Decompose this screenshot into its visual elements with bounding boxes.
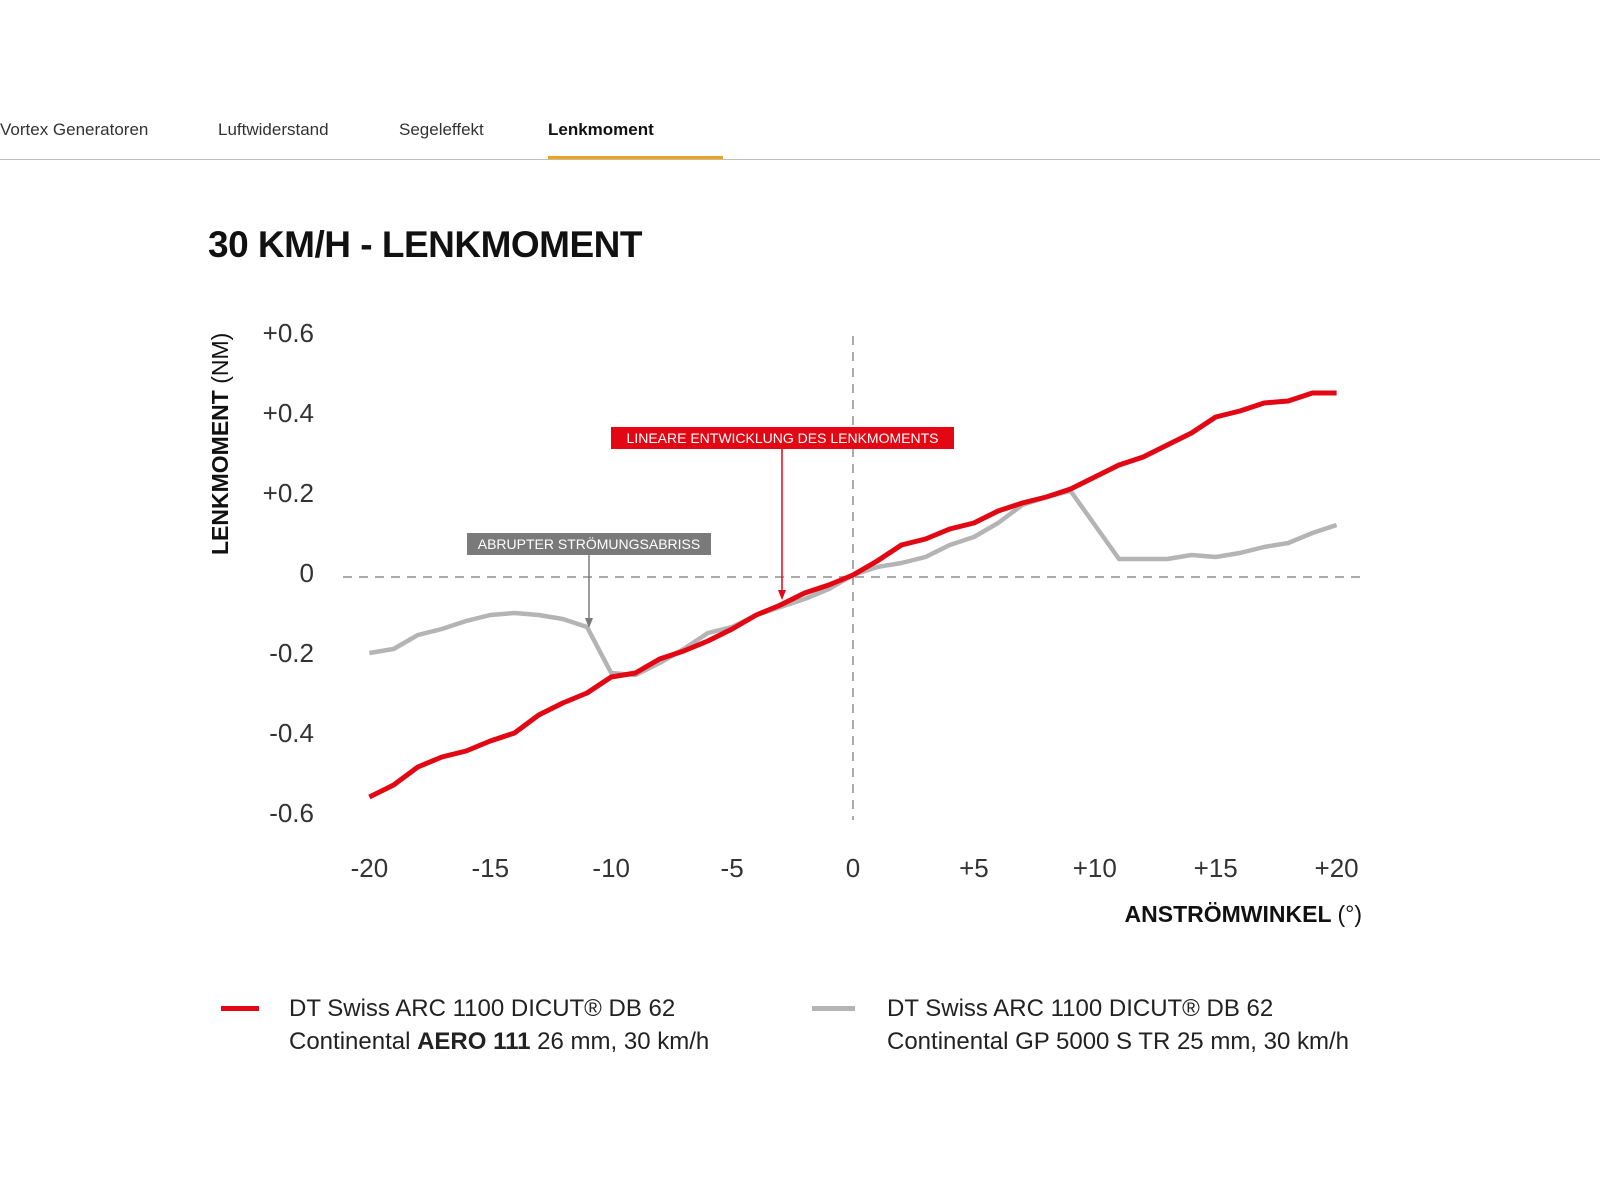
legend-text: Continental: [289, 1028, 418, 1055]
x-axis-label: ANSTRÖMWINKEL (°): [1125, 901, 1362, 927]
legend-entry-red: DT Swiss ARC 1100 DICUT® DB 62 Continent…: [289, 992, 709, 1058]
annotation-label: LINEARE ENTWICKLUNG DES LENKMOMENTS: [627, 430, 939, 446]
y-tick-label: +0.6: [263, 318, 314, 348]
tab-bar: Vortex Generatoren Luftwiderstand Segele…: [0, 0, 1600, 160]
legend-line2: Continental AERO 111 26 mm, 30 km/h: [289, 1025, 709, 1058]
x-tick-label: -20: [351, 853, 389, 883]
y-axis-label: LENKMOMENT (NM): [207, 333, 233, 555]
arrow-head-icon: [585, 618, 593, 628]
annotation-label: ABRUPTER STRÖMUNGSABRISS: [478, 535, 700, 552]
y-tick-label: -0.2: [269, 638, 314, 668]
tab-lenkmoment[interactable]: Lenkmoment: [548, 120, 654, 139]
legend-swatch-gray: [812, 1006, 855, 1011]
x-tick-label: -10: [592, 853, 630, 883]
tab-luftwiderstand[interactable]: Luftwiderstand: [218, 120, 329, 139]
x-tick-label: +10: [1073, 853, 1117, 883]
y-tick-label: -0.6: [269, 798, 314, 828]
annotation-box: [611, 427, 954, 449]
legend-line1: DT Swiss ARC 1100 DICUT® DB 62: [289, 995, 676, 1022]
x-tick-label: +15: [1194, 853, 1238, 883]
arrow-head-icon: [778, 590, 786, 600]
legend-line1: DT Swiss ARC 1100 DICUT® DB 62: [887, 995, 1274, 1022]
x-tick-label: 0: [846, 853, 860, 883]
chart-title: 30 KM/H - LENKMOMENT: [208, 224, 643, 265]
y-tick-label: +0.2: [263, 478, 314, 508]
y-tick-label: -0.4: [269, 718, 314, 748]
legend-line2: Continental GP 5000 S TR 25 mm, 30 km/h: [887, 1028, 1350, 1055]
annotation-box: [467, 533, 711, 555]
x-tick-label: +5: [959, 853, 989, 883]
legend-entry-gray: DT Swiss ARC 1100 DICUT® DB 62 Continent…: [887, 992, 1349, 1058]
x-tick-label: -15: [472, 853, 510, 883]
tab-segeleffekt[interactable]: Segeleffekt: [399, 120, 484, 139]
x-tick-label: +20: [1315, 853, 1359, 883]
legend-bold: AERO 111: [417, 1028, 531, 1055]
x-tick-label: -5: [721, 853, 744, 883]
active-tab-indicator: [548, 156, 723, 159]
legend-swatch-red: [221, 1006, 259, 1011]
legend-text: 26 mm, 30 km/h: [530, 1028, 710, 1055]
tab-vortex-generatoren[interactable]: Vortex Generatoren: [0, 120, 149, 139]
y-tick-label: +0.4: [263, 398, 314, 428]
y-tick-label: 0: [300, 558, 314, 588]
